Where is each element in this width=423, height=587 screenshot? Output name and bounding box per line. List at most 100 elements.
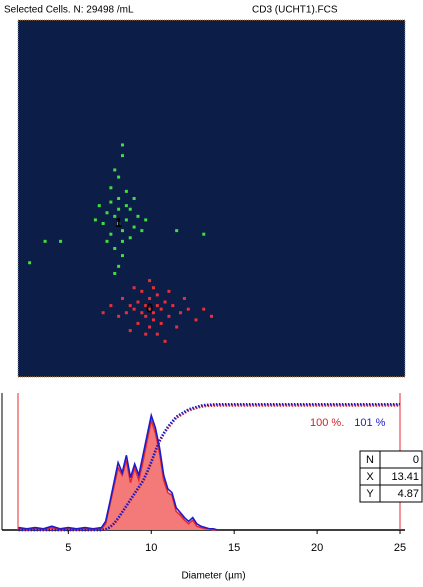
scatter-point	[117, 221, 121, 225]
cluster-label: 1	[115, 215, 122, 230]
scatter-point	[93, 218, 97, 222]
histogram: 5 10 15 20 25 Diameter (µm) 100 %. 101 %	[18, 402, 406, 582]
scatter-point	[182, 296, 186, 300]
scatter-point	[144, 304, 148, 308]
scatter-point	[43, 239, 47, 243]
scatter-point	[120, 143, 124, 147]
scatter-point	[163, 339, 167, 343]
scatter-frame	[17, 19, 406, 378]
scatter-point	[167, 314, 171, 318]
scatter-point	[105, 239, 109, 243]
scatter-point	[175, 229, 179, 233]
scatter-point	[202, 307, 206, 311]
scatter-point	[148, 279, 152, 283]
scatter-point	[159, 321, 163, 325]
scatter-point	[28, 261, 32, 265]
legend-label: 101 %	[354, 417, 385, 429]
scatter-point	[136, 300, 140, 304]
scatter-point	[159, 307, 163, 311]
histogram-area	[18, 420, 218, 530]
scatter-point	[120, 229, 124, 233]
scatter-point	[132, 197, 136, 200]
scatter-point	[136, 214, 140, 218]
histogram-line	[18, 417, 218, 531]
scatter-point	[148, 296, 152, 300]
scatter-point	[144, 332, 148, 336]
scatter-point	[128, 329, 132, 333]
histogram-line	[18, 412, 218, 531]
scatter-point	[105, 211, 109, 215]
scatter-point	[171, 304, 175, 308]
scatter-point	[113, 214, 117, 218]
scatter-point	[120, 239, 124, 243]
scatter-point	[148, 325, 152, 329]
scatter-point	[128, 304, 132, 308]
scatter-point	[136, 321, 140, 325]
scatter-point	[124, 218, 128, 222]
cluster-label: 0	[146, 301, 153, 316]
scatter-point	[186, 307, 190, 311]
scatter-point	[210, 314, 213, 318]
scatter-point	[120, 296, 124, 300]
scatter-point	[144, 218, 148, 222]
scatter-point	[132, 225, 136, 229]
table-cell	[379, 484, 423, 503]
scatter-point	[148, 307, 152, 311]
scatter-point	[124, 189, 128, 193]
x-axis-label: Diameter (µm)	[181, 571, 245, 582]
scatter-point	[151, 286, 155, 290]
table-key: N	[366, 454, 374, 466]
scatter-point	[194, 318, 198, 322]
scatter-point	[120, 254, 124, 258]
scatter-plot: 10	[28, 143, 213, 343]
x-tick-label: 10	[145, 542, 157, 554]
scatter-point	[202, 232, 206, 236]
x-tick-label: 5	[65, 542, 71, 554]
scatter-point	[128, 207, 132, 211]
scatter-point	[175, 325, 179, 329]
table-value: 0	[413, 454, 419, 466]
scatter-point	[113, 246, 117, 250]
scatter-point	[167, 289, 171, 293]
scatter-point	[140, 229, 144, 233]
scatter-point	[117, 264, 121, 268]
scatter-point	[140, 289, 144, 293]
scatter-point	[124, 311, 128, 315]
scatter-point	[120, 154, 124, 158]
scatter-point	[132, 286, 136, 290]
scatter-point	[163, 300, 167, 304]
scatter-point	[101, 221, 105, 225]
table-value: 4.87	[398, 488, 419, 500]
scatter-point	[109, 304, 113, 308]
scatter-point	[132, 307, 136, 311]
x-tick-label: 20	[311, 542, 323, 554]
scatter-point	[140, 311, 144, 315]
header-right: CD3 (UCHT1).FCS	[252, 5, 338, 16]
scatter-point	[151, 318, 155, 322]
scatter-point	[117, 197, 121, 200]
scatter-point	[179, 311, 183, 315]
scatter-point	[109, 200, 113, 204]
scatter-point	[155, 293, 159, 297]
scatter-point	[144, 314, 148, 318]
legend-label: 100 %.	[310, 417, 344, 429]
table-key: Y	[366, 488, 374, 500]
x-tick-label: 25	[394, 542, 406, 554]
scatter-point	[113, 271, 117, 275]
table-value: 13.41	[391, 471, 419, 483]
scatter-point	[59, 239, 63, 243]
scatter-point	[101, 311, 105, 315]
scatter-point	[117, 314, 121, 318]
cumulative-line	[18, 402, 401, 532]
scatter-point	[117, 207, 121, 211]
scatter-point	[97, 204, 101, 208]
stats-table: N 0 X 13.41 Y 4.87	[359, 450, 423, 503]
scatter-point	[109, 232, 113, 236]
scatter-point	[155, 304, 159, 308]
scatter-point	[109, 186, 113, 190]
header-left: Selected Cells. N: 29498 /mL	[4, 5, 134, 16]
scatter-point	[151, 311, 155, 315]
scatter-point	[155, 332, 159, 336]
scatter-point	[117, 175, 121, 179]
scatter-point	[113, 168, 117, 172]
